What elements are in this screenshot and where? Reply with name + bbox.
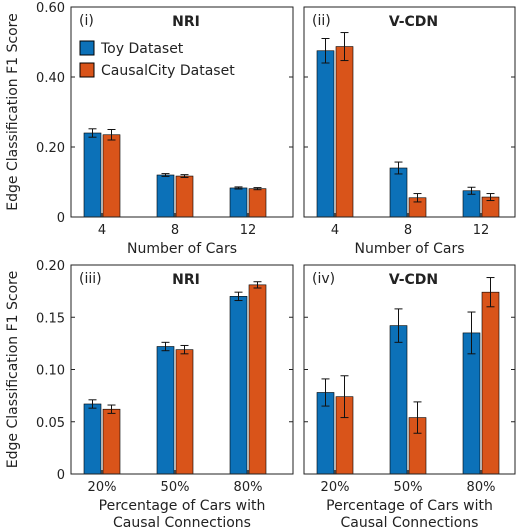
- x-tick-label: 4: [98, 223, 106, 238]
- x-tick-label: 8: [404, 223, 412, 238]
- legend-swatch-toy: [79, 40, 95, 56]
- bar-causalcity-80%: [248, 284, 267, 475]
- x-axis-label: Percentage of Cars with: [99, 498, 266, 514]
- panel-title: NRI: [172, 14, 200, 30]
- y-tick-label: 0.40: [36, 71, 65, 86]
- x-tick-label: 50%: [161, 480, 190, 495]
- bar-toy-80%: [229, 296, 248, 475]
- y-tick-label: 0: [57, 468, 65, 483]
- bar-toy-20%: [83, 403, 102, 475]
- legend-label-causalcity: CausalCity Dataset: [101, 63, 235, 79]
- panel-tag: (i): [79, 13, 94, 29]
- bar-causalcity-4: [335, 46, 354, 218]
- x-tick-label: 12: [240, 223, 257, 238]
- bar-toy-8: [156, 174, 175, 218]
- legend: Toy Dataset CausalCity Dataset: [79, 40, 235, 79]
- bar-toy-4: [316, 50, 335, 218]
- x-tick-label: 4: [331, 223, 339, 238]
- y-tick-label: 0.15: [36, 311, 65, 326]
- x-axis-label: Percentage of Cars with: [326, 498, 493, 514]
- bar-causalcity-8: [175, 175, 194, 218]
- x-axis-label: Causal Connections: [113, 515, 251, 527]
- y-tick-label: 0.60: [36, 1, 65, 16]
- bar-causalcity-12: [248, 188, 267, 218]
- y-tick-label: 0: [57, 211, 65, 226]
- y-tick-label: 0.20: [36, 259, 65, 274]
- y-tick-label: 0.05: [36, 416, 65, 431]
- axes-frame: [70, 6, 294, 218]
- x-tick-label: 50%: [394, 480, 423, 495]
- bar-toy-50%: [156, 346, 175, 475]
- legend-label-toy: Toy Dataset: [100, 41, 184, 57]
- panel-title: NRI: [172, 272, 200, 288]
- panel-tag: (iv): [312, 271, 335, 287]
- bar-causalcity-50%: [175, 349, 194, 475]
- y-tick-label: 0.10: [36, 364, 65, 379]
- x-tick-label: 12: [473, 223, 490, 238]
- bar-causalcity-4: [102, 134, 121, 218]
- bar-toy-50%: [389, 325, 408, 475]
- axes-frame: [303, 6, 516, 218]
- bar-causalcity-80%: [481, 291, 500, 475]
- panel-title: V-CDN: [389, 14, 438, 30]
- x-axis-label: Number of Cars: [127, 241, 237, 257]
- panel-3: 0 0.05 0.10 0.15 0.20 20% 50% 80% Percentage of …: [5, 259, 294, 527]
- y-tick-label: 0.20: [36, 141, 65, 156]
- x-axis-label: Number of Cars: [354, 241, 464, 257]
- x-tick-label: 20%: [88, 480, 117, 495]
- bar-toy-8: [389, 167, 408, 218]
- x-tick-label: 80%: [234, 480, 263, 495]
- panel-title: V-CDN: [389, 272, 438, 288]
- bar-toy-4: [83, 132, 102, 218]
- x-tick-label: 8: [171, 223, 179, 238]
- x-tick-label: 80%: [467, 480, 496, 495]
- x-axis-label: Causal Connections: [341, 515, 479, 527]
- x-tick-label: 20%: [321, 480, 350, 495]
- legend-swatch-causalcity: [79, 62, 95, 78]
- bar-toy-12: [229, 187, 248, 218]
- panel-tag: (iii): [79, 271, 102, 287]
- y-axis-label: Edge Classification F1 Score: [5, 271, 21, 468]
- y-axis-label: Edge Classification F1 Score: [5, 13, 21, 210]
- panel-tag: (ii): [312, 13, 331, 29]
- bar-causalcity-20%: [102, 408, 121, 475]
- panel-2: 4 8 12 Number of Cars (ii) V-CDN: [303, 6, 516, 257]
